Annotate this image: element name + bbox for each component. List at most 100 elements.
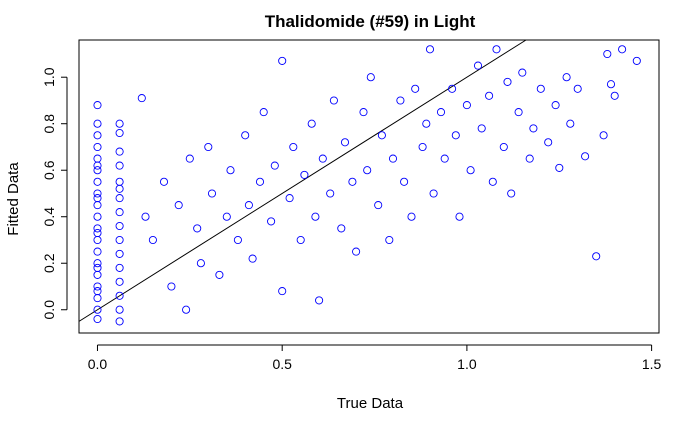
data-point [448,84,457,93]
data-point [315,296,324,305]
identity-line [78,39,527,322]
data-point [241,131,250,140]
data-point [289,142,298,152]
y-axis-label: Fitted Data [5,162,22,236]
data-point [93,166,102,175]
data-point [196,259,205,268]
data-point [115,161,124,170]
data-point [115,119,124,128]
data-point [93,294,102,303]
data-point [93,142,102,152]
data-point [555,163,564,172]
y-tick-label: 0.0 [41,300,57,320]
data-point [115,221,124,231]
data-point [93,201,102,210]
x-axis: 0.0 0.5 1.0 1.5 [88,344,662,372]
data-point [270,161,279,170]
data-point [115,317,124,326]
data-point [244,201,253,210]
data-point [115,194,124,203]
y-tick-label: 0.4 [41,207,57,227]
data-point [307,119,316,128]
data-point [488,177,497,186]
data-point [566,119,575,128]
data-point [93,101,102,110]
data-point [352,247,361,256]
data-point [115,208,124,217]
y-tick-label: 0.8 [41,114,57,134]
data-point [278,287,287,296]
data-point [492,45,501,54]
data-point [359,108,368,117]
data-point [93,263,102,272]
data-point [407,212,416,221]
data-point [592,252,601,261]
data-point [300,170,309,179]
data-point [255,177,265,186]
chart-title: Thalidomide (#59) in Light [265,12,476,31]
data-point [93,177,102,186]
data-point [167,282,176,291]
data-point [311,212,320,221]
data-point [93,314,102,324]
data-point [141,212,150,221]
data-point [148,235,157,245]
data-point [363,166,372,175]
data-point [455,212,464,221]
data-point [278,56,287,65]
data-point [93,189,102,198]
data-point [418,142,427,152]
data-point [93,228,102,238]
x-tick-label: 1.0 [457,356,477,372]
data-point [259,108,268,117]
data-point [248,254,257,263]
x-axis-label: True Data [337,395,404,412]
data-point [396,96,405,105]
data-point [632,56,641,65]
data-point [93,270,102,279]
data-point [233,235,242,245]
data-point [204,142,213,152]
data-point [544,138,553,147]
data-point [618,45,627,54]
data-point [581,152,590,161]
data-point [429,189,438,198]
plot-frame [78,39,660,334]
x-tick-label: 1.5 [642,356,662,372]
data-point [329,96,338,105]
data-point [115,277,124,286]
data-point [451,131,460,140]
data-point [499,142,508,152]
data-point [93,194,102,203]
data-point [326,189,335,198]
data-point [606,80,616,89]
data-point [115,177,124,186]
data-point [182,305,191,314]
data-point [207,189,217,198]
data-point [385,235,394,245]
data-points [93,45,641,326]
data-point [507,189,516,198]
data-point [93,224,102,233]
data-point [514,108,523,117]
data-point [573,84,582,93]
data-point [422,119,431,128]
data-point [185,154,194,163]
data-point [267,217,276,226]
data-point [93,119,102,128]
data-point [440,154,449,163]
data-point [425,45,435,54]
data-point [93,212,102,221]
data-point [296,235,305,245]
data-point [93,305,102,314]
data-point [115,184,124,193]
data-point [115,249,124,258]
data-point [485,91,494,100]
data-point [551,101,560,110]
data-point [374,201,383,210]
data-point [115,263,124,272]
data-point [115,128,124,138]
data-point [610,91,619,100]
data-point [226,166,235,175]
data-point [337,224,346,233]
